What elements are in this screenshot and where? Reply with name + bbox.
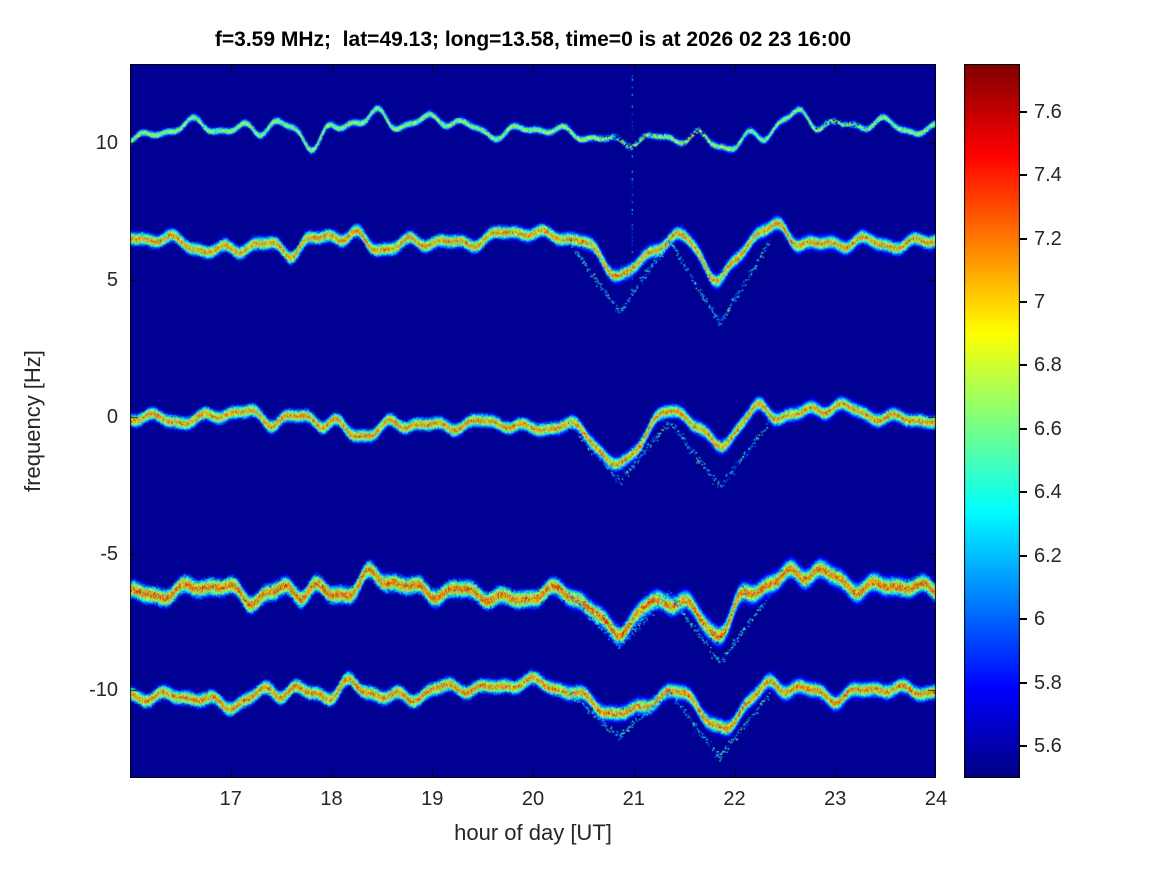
x-tick-label: 18 (320, 788, 343, 810)
colorbar-tick-label: 5.6 (1034, 735, 1062, 758)
x-tick-label: 19 (421, 788, 444, 810)
y-tick-label: 10 (95, 132, 118, 155)
colorbar-tick-mark (1020, 554, 1027, 557)
colorbar-tick-mark (1020, 491, 1027, 494)
colorbar-tick-label: 6.4 (1034, 481, 1062, 504)
colorbar-tick-label: 5.8 (1034, 671, 1062, 694)
colorbar-tick-label: 6.8 (1034, 354, 1062, 377)
colorbar-tick-mark (1020, 174, 1027, 177)
x-tick-label: 22 (723, 788, 746, 810)
x-tick-label: 17 (219, 788, 242, 810)
x-tick-label: 24 (924, 788, 948, 810)
colorbar-tick-label: 6.2 (1034, 544, 1062, 567)
colorbar-tick-mark (1020, 301, 1027, 303)
x-tick-label: 23 (824, 788, 847, 810)
colorbar-tick-label: 7.4 (1034, 164, 1062, 187)
x-tick-label: 21 (622, 788, 645, 810)
chart-title: f=3.59 MHz; lat=49.13; long=13.58, time=… (214, 28, 852, 51)
x-tick-label: 20 (521, 788, 545, 810)
colorbar-tick-label: 7.6 (1034, 100, 1062, 123)
x-axis-label: hour of day [UT] (454, 820, 612, 845)
spectrogram-canvas (130, 64, 936, 778)
colorbar-tick-mark (1020, 618, 1027, 621)
colorbar-tick-mark (1020, 427, 1027, 430)
colorbar-tick-mark (1020, 681, 1027, 684)
colorbar-tick-mark (1020, 364, 1027, 367)
colorbar-tick-mark (1020, 237, 1027, 240)
colorbar-tick-label: 7 (1034, 291, 1046, 313)
colorbar-tick-label: 6.6 (1034, 417, 1062, 440)
y-tick-label: -5 (100, 542, 118, 565)
y-tick-label: -10 (89, 679, 118, 702)
colorbar-tick-label: 7.2 (1034, 227, 1062, 250)
y-tick-label: 0 (106, 405, 118, 428)
colorbar-tick-mark (1020, 110, 1027, 113)
colorbar-canvas (964, 64, 1020, 778)
colorbar-tick-label: 6 (1034, 608, 1046, 631)
colorbar-tick-mark (1020, 745, 1027, 748)
y-tick-label: 5 (106, 269, 118, 292)
